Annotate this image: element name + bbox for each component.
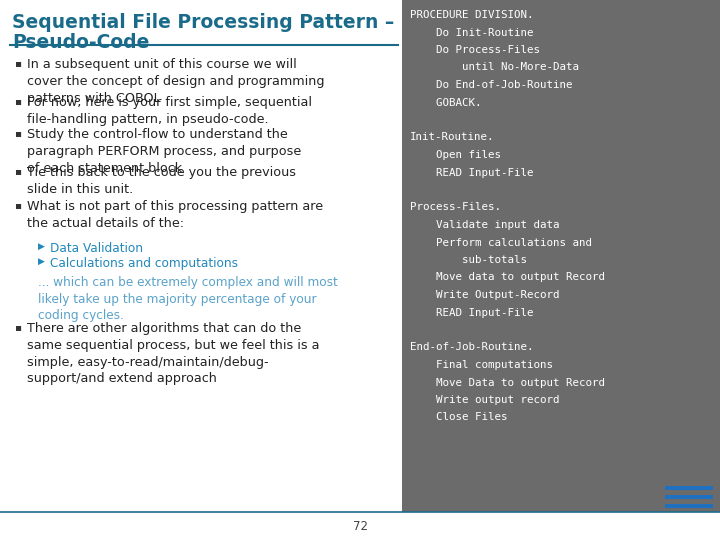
Bar [707, 495, 713, 499]
Bar [665, 495, 671, 499]
Bar [671, 495, 677, 499]
Bar [701, 487, 707, 490]
Text: Calculations and computations: Calculations and computations [50, 257, 238, 270]
Text: ... which can be extremely complex and will most
likely take up the majority per: ... which can be extremely complex and w… [38, 276, 338, 322]
Text: READ Input-File: READ Input-File [410, 167, 534, 178]
Bar [689, 495, 695, 499]
Bar [696, 487, 701, 490]
Text: Do Process-Files: Do Process-Files [410, 45, 540, 55]
Text: Tie this back to the code you the previous
slide in this unit.: Tie this back to the code you the previo… [27, 166, 296, 196]
Bar [665, 487, 671, 490]
Text: ▪: ▪ [14, 128, 21, 138]
Bar [696, 504, 701, 508]
Text: Process-Files.: Process-Files. [410, 202, 501, 213]
Bar [701, 504, 707, 508]
Bar [701, 495, 707, 499]
Text: Open files: Open files [410, 150, 501, 160]
Text: For now, here is your first simple, sequential
file-handling pattern, in pseudo-: For now, here is your first simple, sequ… [27, 96, 312, 126]
Text: 72: 72 [353, 519, 367, 532]
Text: Perform calculations and: Perform calculations and [410, 238, 592, 247]
Text: PROCEDURE DIVISION.: PROCEDURE DIVISION. [410, 10, 534, 20]
Text: Write output record: Write output record [410, 395, 559, 405]
Bar [689, 504, 695, 508]
Text: until No-More-Data: until No-More-Data [410, 63, 579, 72]
Text: Study the control-flow to understand the
paragraph PERFORM process, and purpose
: Study the control-flow to understand the… [27, 128, 301, 174]
Bar [707, 504, 713, 508]
Text: Sequential File Processing Pattern –: Sequential File Processing Pattern – [12, 13, 395, 32]
Text: Validate input data: Validate input data [410, 220, 559, 230]
Bar [683, 495, 689, 499]
Text: Init-Routine.: Init-Routine. [410, 132, 495, 143]
Bar [678, 495, 683, 499]
Text: ▪: ▪ [14, 322, 21, 332]
Text: ▪: ▪ [14, 96, 21, 106]
Bar [683, 504, 689, 508]
Bar [402, 0, 720, 512]
Text: ▶: ▶ [38, 242, 45, 251]
Text: GOBACK.: GOBACK. [410, 98, 482, 107]
Text: Close Files: Close Files [410, 413, 508, 422]
Bar [671, 504, 677, 508]
Bar [707, 487, 713, 490]
Text: Move Data to output Record: Move Data to output Record [410, 377, 605, 388]
Text: Move data to output Record: Move data to output Record [410, 273, 605, 282]
Bar [665, 504, 671, 508]
Text: Write Output-Record: Write Output-Record [410, 290, 559, 300]
Bar [671, 487, 677, 490]
Text: Final computations: Final computations [410, 360, 553, 370]
Bar [678, 504, 683, 508]
Text: ▪: ▪ [14, 58, 21, 68]
Text: Do End-of-Job-Routine: Do End-of-Job-Routine [410, 80, 572, 90]
Text: ▶: ▶ [38, 257, 45, 266]
Text: Do Init-Routine: Do Init-Routine [410, 28, 534, 37]
Bar [683, 487, 689, 490]
Text: Data Validation: Data Validation [50, 242, 143, 255]
Bar [696, 495, 701, 499]
Text: ▪: ▪ [14, 200, 21, 210]
Text: End-of-Job-Routine.: End-of-Job-Routine. [410, 342, 534, 353]
Text: sub-totals: sub-totals [410, 255, 527, 265]
Text: In a subsequent unit of this course we will
cover the concept of design and prog: In a subsequent unit of this course we w… [27, 58, 325, 105]
Text: What is not part of this processing pattern are
the actual details of the:: What is not part of this processing patt… [27, 200, 323, 230]
Text: ▪: ▪ [14, 166, 21, 176]
Text: Pseudo-Code: Pseudo-Code [12, 33, 149, 52]
Bar [678, 487, 683, 490]
Text: There are other algorithms that can do the
same sequential process, but we feel : There are other algorithms that can do t… [27, 322, 320, 386]
Text: READ Input-File: READ Input-File [410, 307, 534, 318]
Bar [0, 512, 720, 540]
Bar [689, 487, 695, 490]
